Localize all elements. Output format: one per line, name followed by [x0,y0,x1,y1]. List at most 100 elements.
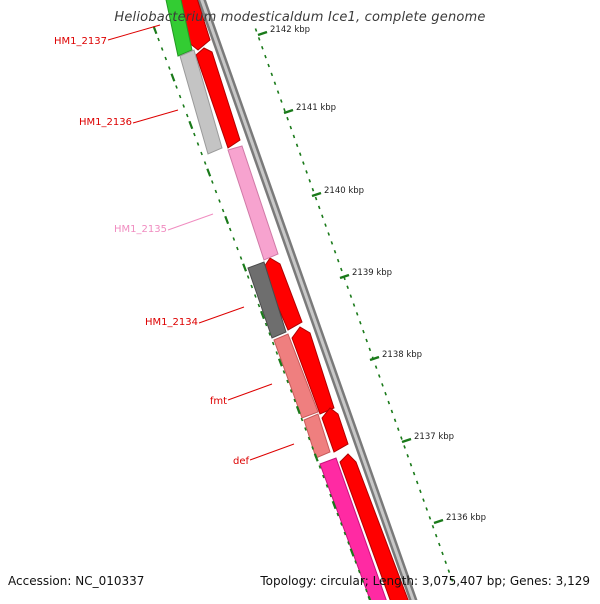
ruler-tick [286,116,289,121]
ruler-tick [425,507,429,511]
inner-tick [300,417,304,422]
ruler-tick [264,54,267,59]
inner-tick [286,379,289,384]
inner-tick [282,370,286,374]
inner-tick [271,341,275,346]
inner-tick [277,358,283,367]
gene-block-hm1-2134 [247,261,287,339]
inner-tick [325,484,329,488]
ruler-track: 2142 kbp 2141 kbp 2140 kbp 2139 kbp 2138 kbp… [152,25,486,604]
ruler-tick [444,560,447,565]
inner-tick [242,263,248,272]
ruler-tick [321,214,324,219]
ruler-tick [434,533,438,538]
ruler-label: 2138 kbp [382,350,422,360]
ruler-tick [359,320,362,325]
ruler-major-tick [283,108,294,115]
cds-track-red [180,0,411,604]
gene-label: HM1_2136 [79,117,132,128]
ruler-tick [377,374,381,378]
ruler-tick [381,383,384,387]
genome-backbone [197,0,419,604]
ruler-tick [295,143,299,148]
gene-label: HM1_2137 [54,36,107,47]
ruler-tick [362,329,365,334]
inner-tick [293,398,297,403]
ruler-tick [336,258,340,263]
gene-label-leader [198,306,245,324]
inner-tick [336,512,340,517]
gene-block-fmt [273,333,319,419]
ruler-tick [393,418,397,423]
inner-tick [307,436,311,441]
inner-tick [257,303,261,308]
ruler-tick [422,498,425,502]
inner-tick [343,531,347,536]
inner-tick [357,569,361,574]
ruler-tick [400,436,403,440]
inner-tick [196,142,200,146]
inner-tick [264,322,268,327]
ruler-tick [365,338,368,343]
ruler-tick [254,28,258,32]
ruler-tick [311,187,315,192]
ruler-tick [390,409,394,414]
map-title: Heliobacterium modesticaldum Ice1, compl… [114,10,486,25]
ruler-label: 2139 kbp [352,268,392,278]
ruler-tick [409,462,413,467]
gene-label-leader [107,24,161,41]
inner-tick [168,66,171,70]
inner-tick [221,208,225,213]
inner-tick [318,465,322,469]
inner-tick [188,120,194,130]
gene-block-def [303,413,331,459]
ruler-tick [270,72,274,77]
inner-tick [170,73,176,82]
ruler-tick [330,241,334,245]
backbone-inner-line [200,0,417,604]
inner-tick [289,389,293,393]
inner-tick [164,56,168,61]
inner-tick [157,37,160,42]
ruler-tick [340,267,343,272]
ruler-tick [431,524,435,529]
ruler-tick [302,161,305,165]
gene-label: def [233,456,250,467]
inner-tick [268,332,271,336]
gene-block-hm1-2136 [179,49,223,155]
ruler-tick [428,516,432,520]
inner-tick [200,151,203,156]
ruler-tick [349,294,353,298]
ruler-tick [368,347,372,352]
inner-tick [254,294,257,298]
ruler-label: 2140 kbp [324,186,364,196]
ruler-tick [450,578,454,582]
inner-tick [347,541,350,545]
inner-tick [246,275,250,279]
gene-label: HM1_2135 [114,224,167,235]
inner-tick [340,522,343,526]
ruler-tick [374,365,378,369]
ruler-tick [279,99,283,103]
inner-tick [152,25,158,35]
inner-tick [354,560,357,564]
ruler-tick [403,445,406,449]
inner-tick [236,246,239,251]
inner-tick [295,405,301,415]
inner-tick [206,168,212,177]
ruler-tick [292,134,296,139]
gene-block-magenta [319,457,389,604]
inner-tick [232,237,236,241]
ruler-tick [438,542,441,547]
inner-tick [185,113,189,118]
inner-tick [329,493,332,498]
genome-summary-text: Topology: circular; Length: 3,075,407 bp… [260,574,590,588]
inner-tick [331,500,337,510]
ruler-tick [352,303,356,307]
accession-text: Accession: NC_010337 [8,574,145,588]
ruler-major-tick [257,30,268,37]
ruler-tick [308,179,312,183]
inner-tick [214,189,218,194]
gene-label-leader [249,443,295,461]
